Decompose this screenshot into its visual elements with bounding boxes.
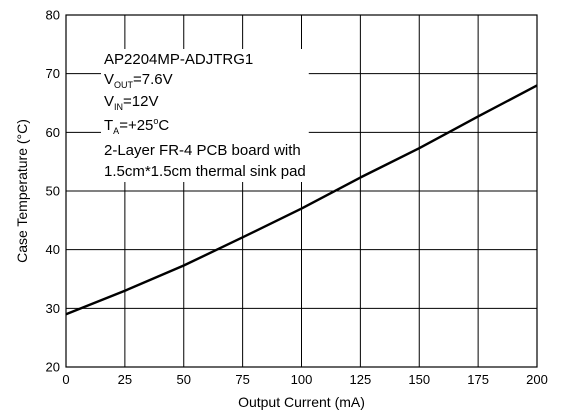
annotation-ta-degree: o (153, 116, 158, 126)
annotation-part: AP2204MP-ADJTRG1 (104, 51, 253, 68)
y-tick-label: 80 (46, 8, 60, 23)
y-tick-label: 20 (46, 360, 60, 375)
x-tick-label: 0 (62, 372, 69, 387)
plot-frame (65, 14, 538, 368)
annotation-board-line1: 2-Layer FR-4 PCB board with (104, 142, 301, 159)
annotation-vout-subscript: OUT (114, 80, 134, 90)
annotation-ta: TA=+25oC (104, 116, 169, 136)
annotation-ta-subscript: A (113, 126, 119, 136)
annotation-board-line2: 1.5cm*1.5cm thermal sink pad (104, 163, 306, 180)
x-tick-labels: 0 25 50 75 100 125 150 175 200 (62, 372, 547, 387)
annotation-ta-unit: C (158, 117, 169, 134)
series-group (65, 84, 538, 316)
annotation-vin-symbol: V (104, 93, 114, 110)
y-tick-label: 70 (46, 66, 60, 81)
annotation-block: AP2204MP-ADJTRG1 VOUT=7.6V VIN=12V TA=+2… (101, 49, 309, 182)
x-tick-label: 175 (467, 372, 489, 387)
annotation-vin-value: =12V (123, 93, 158, 110)
x-axis-title: Output Current (mA) (238, 394, 365, 410)
y-tick-label: 40 (46, 242, 60, 257)
x-tick-label: 200 (526, 372, 548, 387)
annotation-vin: VIN=12V (104, 93, 158, 112)
y-tick-labels: 20 30 40 50 60 70 80 (46, 8, 60, 375)
y-tick-label: 60 (46, 125, 60, 140)
x-tick-label: 50 (177, 372, 191, 387)
x-tick-label: 75 (235, 372, 249, 387)
annotation-vout-value: =7.6V (133, 71, 173, 88)
y-tick-label: 30 (46, 301, 60, 316)
annotation-vin-subscript: IN (114, 102, 123, 112)
x-tick-label: 25 (118, 372, 132, 387)
y-tick-label: 50 (46, 184, 60, 199)
annotation-vout-symbol: V (104, 71, 114, 88)
x-tick-label: 100 (291, 372, 313, 387)
annotation-ta-value: =+25 (119, 117, 153, 134)
annotation-ta-symbol: T (104, 117, 113, 134)
annotation-background (101, 49, 309, 182)
x-tick-label: 150 (408, 372, 430, 387)
y-axis-title: Case Temperature (°C) (14, 119, 30, 263)
annotation-vout: VOUT=7.6V (104, 71, 173, 90)
x-tick-label: 125 (350, 372, 372, 387)
series-line (65, 84, 538, 316)
